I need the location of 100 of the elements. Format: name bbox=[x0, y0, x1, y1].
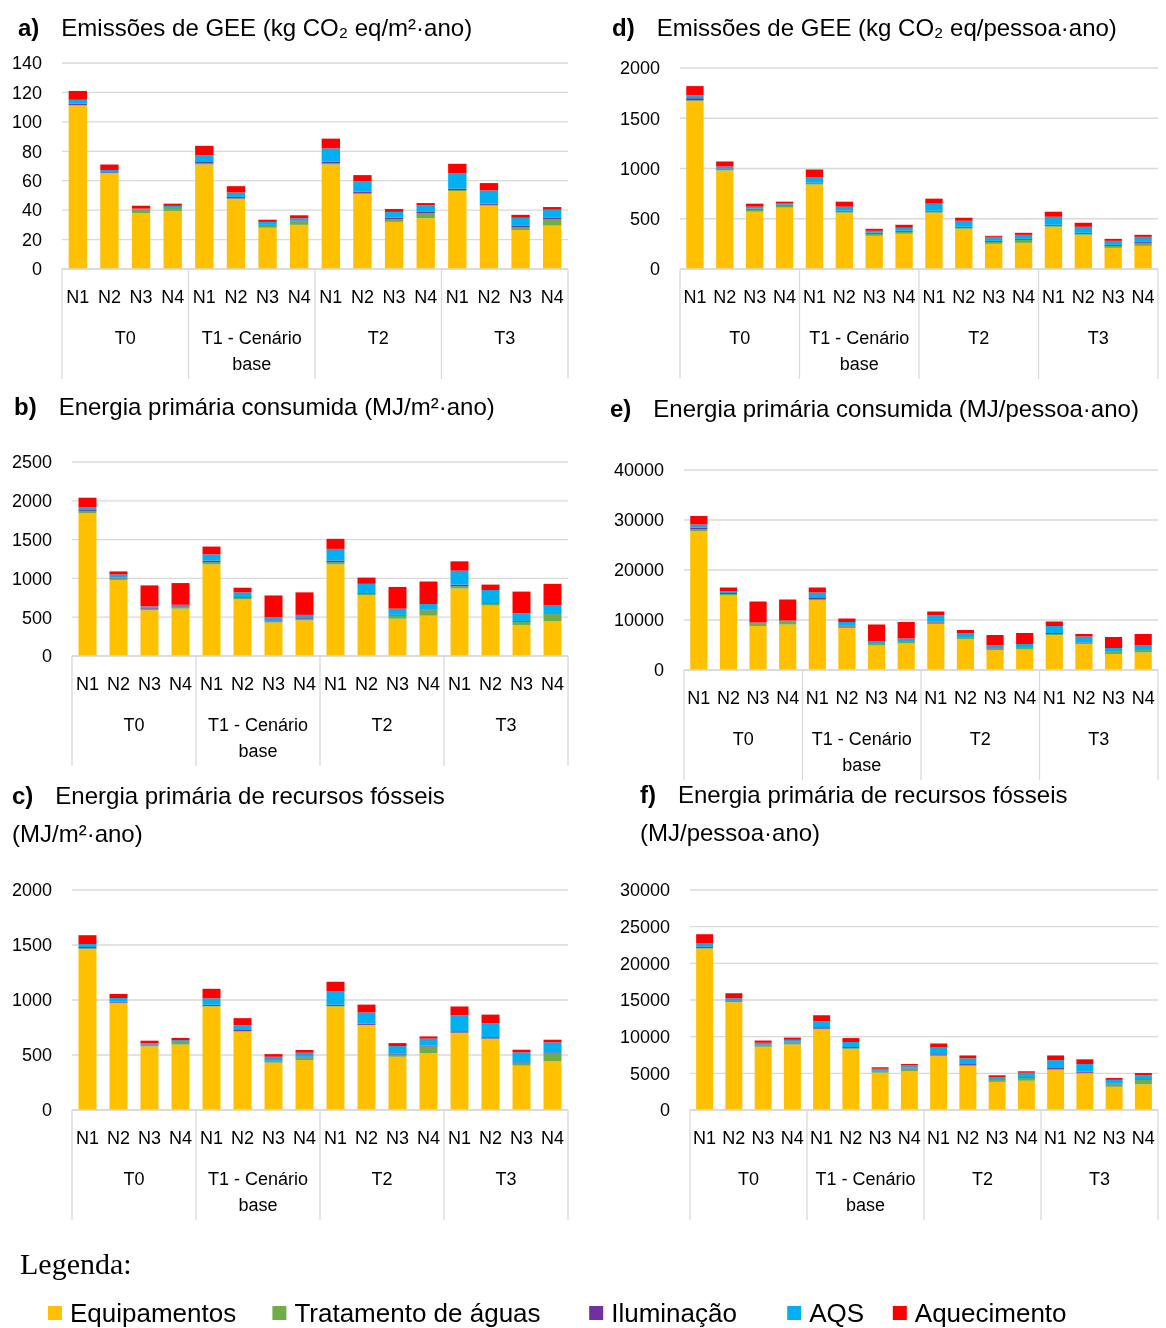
y-tick-label: 140 bbox=[11, 53, 42, 74]
x-tick-label: N3 bbox=[129, 287, 153, 308]
x-tick-label: N4 bbox=[416, 1128, 441, 1149]
x-tick-label: N3 bbox=[1101, 287, 1125, 308]
x-tick-label: N1 bbox=[1042, 688, 1066, 709]
x-tick-label: N2 bbox=[478, 1128, 503, 1149]
y-tick-label: 1000 bbox=[619, 158, 660, 179]
x-tick-label: N1 bbox=[802, 287, 826, 308]
text: T2 bbox=[371, 1169, 393, 1189]
x-tick-label: N1 bbox=[66, 287, 90, 308]
y-tick-label: 20 bbox=[21, 229, 42, 250]
x-tick-label: N1 bbox=[922, 287, 946, 308]
text: T1 - Cenário base bbox=[201, 328, 302, 374]
legend-label: AQS bbox=[809, 1298, 865, 1328]
x-tick-label: N4 bbox=[168, 1128, 193, 1149]
text: T2 bbox=[371, 715, 393, 735]
y-tick-label: 1500 bbox=[11, 935, 52, 956]
x-tick-label: N4 bbox=[540, 287, 564, 308]
x-tick-label: N1 bbox=[445, 287, 469, 308]
x-tick-label: N2 bbox=[952, 287, 976, 308]
x-tick-label: N3 bbox=[509, 287, 533, 308]
y-tick-label: 30000 bbox=[619, 880, 670, 901]
legend-label: Equipamentos bbox=[70, 1298, 237, 1328]
legend-title: Legenda: bbox=[20, 1247, 132, 1280]
x-tick-label: N4 bbox=[540, 1128, 565, 1149]
x-tick-label: N2 bbox=[106, 674, 131, 695]
legend-label: Aquecimento bbox=[914, 1298, 1067, 1328]
text: T3 bbox=[1088, 1169, 1111, 1189]
text: T0 bbox=[114, 328, 136, 348]
legend-label: Tratamento de águas bbox=[294, 1298, 541, 1328]
y-tick-label: 20000 bbox=[619, 953, 670, 974]
x-tick-label: N3 bbox=[985, 1128, 1009, 1149]
text: T1 - Cenário base bbox=[207, 1169, 309, 1215]
y-tick-label: 1500 bbox=[11, 529, 52, 550]
x-tick-label: N3 bbox=[385, 1128, 410, 1149]
x-tick-label: N3 bbox=[743, 287, 767, 308]
x-tick-label: N2 bbox=[1071, 287, 1095, 308]
x-tick-label: N4 bbox=[1131, 1128, 1155, 1149]
y-tick-label: 0 bbox=[41, 646, 52, 667]
x-tick-label: N1 bbox=[683, 287, 707, 308]
x-tick-label: N2 bbox=[350, 287, 374, 308]
x-tick-label: N2 bbox=[478, 674, 503, 695]
y-tick-label: 2500 bbox=[11, 452, 52, 473]
x-tick-label: N1 bbox=[75, 1128, 100, 1149]
text: T1 - Cenário base bbox=[207, 715, 309, 761]
x-tick-label: N2 bbox=[477, 287, 501, 308]
x-tick-label: N4 bbox=[1131, 688, 1155, 709]
x-tick-label: N3 bbox=[862, 287, 886, 308]
text: T3 bbox=[1088, 729, 1110, 749]
y-tick-label: 80 bbox=[21, 141, 42, 162]
text: T0 bbox=[123, 1169, 145, 1189]
text: T3 bbox=[494, 328, 516, 348]
text: T1 - Cenário base bbox=[811, 729, 912, 775]
x-tick-label: N4 bbox=[1014, 1128, 1038, 1149]
y-tick-label: 20000 bbox=[613, 560, 664, 581]
x-tick-label: N2 bbox=[354, 1128, 379, 1149]
x-tick-label: N3 bbox=[385, 674, 410, 695]
x-tick-label: N4 bbox=[416, 674, 441, 695]
x-tick-label: N2 bbox=[106, 1128, 131, 1149]
y-tick-label: 2000 bbox=[619, 58, 660, 79]
text: T2 bbox=[968, 328, 990, 348]
text: T1 - Cenário base bbox=[815, 1169, 916, 1215]
y-tick-label: 0 bbox=[31, 259, 42, 280]
x-tick-label: N3 bbox=[982, 287, 1006, 308]
y-tick-label: 40 bbox=[21, 200, 42, 221]
x-tick-label: N4 bbox=[540, 674, 565, 695]
x-tick-label: N1 bbox=[319, 287, 343, 308]
x-tick-label: N2 bbox=[839, 1128, 863, 1149]
chart-title: a) Emissões de GEE (kg CO₂ eq/m²·ano) bbox=[18, 14, 473, 41]
x-tick-label: N2 bbox=[713, 287, 737, 308]
x-tick-label: N3 bbox=[868, 1128, 892, 1149]
x-tick-label: N1 bbox=[192, 287, 216, 308]
x-tick-label: N1 bbox=[447, 674, 472, 695]
x-tick-label: N2 bbox=[953, 688, 977, 709]
y-tick-label: 500 bbox=[629, 209, 660, 230]
x-tick-label: N4 bbox=[168, 674, 193, 695]
x-tick-label: N3 bbox=[1102, 688, 1126, 709]
y-tick-label: 60 bbox=[21, 171, 42, 192]
x-tick-label: N2 bbox=[1072, 688, 1096, 709]
x-tick-label: N3 bbox=[137, 1128, 162, 1149]
x-tick-label: N1 bbox=[1044, 1128, 1068, 1149]
y-tick-label: 120 bbox=[11, 82, 42, 103]
x-tick-label: N3 bbox=[137, 674, 162, 695]
text: T0 bbox=[737, 1169, 760, 1189]
x-tick-label: N1 bbox=[447, 1128, 472, 1149]
text: T0 bbox=[123, 715, 145, 735]
y-tick-label: 0 bbox=[659, 1100, 670, 1121]
x-tick-label: N4 bbox=[776, 688, 800, 709]
x-tick-label: N3 bbox=[509, 674, 534, 695]
y-tick-label: 1000 bbox=[11, 568, 52, 589]
x-tick-label: N1 bbox=[693, 1128, 717, 1149]
x-tick-label: N4 bbox=[1012, 287, 1036, 308]
x-tick-label: N3 bbox=[509, 1128, 534, 1149]
x-tick-label: N4 bbox=[292, 674, 317, 695]
x-tick-label: N4 bbox=[1131, 287, 1155, 308]
y-tick-label: 15000 bbox=[619, 990, 670, 1011]
text: T0 bbox=[729, 328, 751, 348]
y-tick-label: 5000 bbox=[629, 1063, 670, 1084]
x-tick-label: N4 bbox=[773, 287, 797, 308]
chart-title: e) Energia primária consumida (MJ/pessoa·ano) bbox=[610, 395, 1139, 422]
